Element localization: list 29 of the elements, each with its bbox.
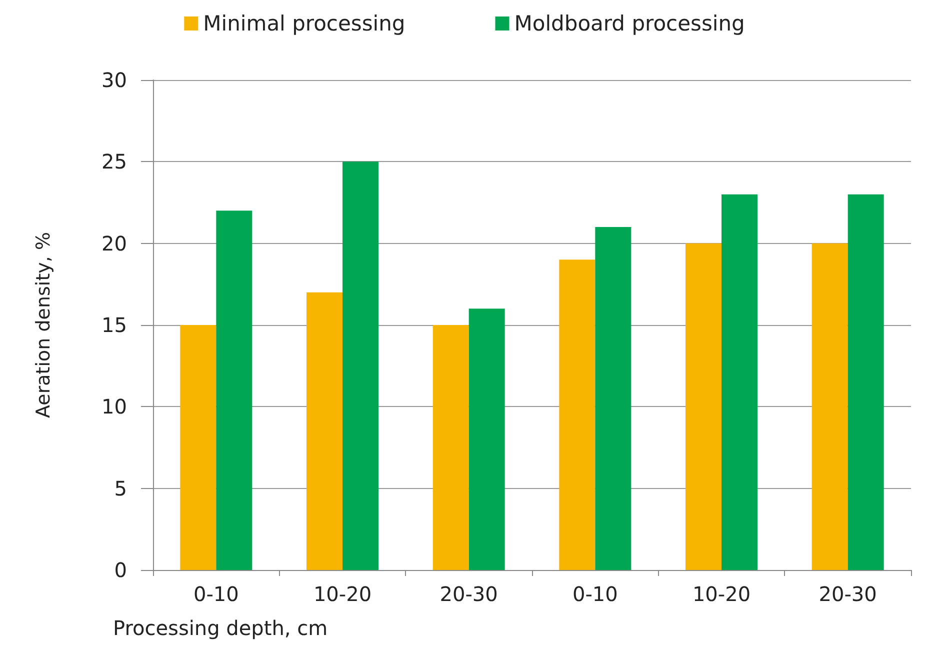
bar bbox=[595, 227, 632, 570]
y-tick-label: 0 bbox=[114, 558, 127, 582]
x-axis-title: Processing depth, cm bbox=[113, 616, 328, 640]
bar bbox=[848, 194, 884, 570]
y-tick-label: 5 bbox=[114, 476, 127, 500]
y-tick-label: 30 bbox=[102, 68, 127, 92]
y-tick-label: 10 bbox=[102, 394, 127, 419]
legend-label: Minimal processing bbox=[203, 12, 406, 36]
y-tick-label: 15 bbox=[102, 313, 127, 337]
x-tick-label: 0-10 bbox=[572, 582, 618, 606]
x-tick-label: 20-30 bbox=[818, 582, 877, 606]
bar bbox=[306, 292, 342, 570]
bar bbox=[180, 325, 216, 570]
x-tick-label: 20-30 bbox=[440, 582, 498, 606]
y-tick-label: 20 bbox=[102, 231, 127, 256]
bar bbox=[468, 308, 505, 570]
x-tick-label: 10-20 bbox=[313, 582, 372, 606]
bar bbox=[722, 194, 758, 570]
legend-label: Moldboard processing bbox=[514, 12, 745, 36]
y-axis-title: Aeration density, % bbox=[32, 232, 54, 418]
bar bbox=[559, 260, 596, 570]
x-tick-label: 0-10 bbox=[193, 582, 239, 606]
bar bbox=[342, 162, 378, 570]
bar bbox=[216, 210, 252, 570]
bar bbox=[686, 243, 722, 570]
y-tick-label: 25 bbox=[102, 150, 127, 174]
bar bbox=[432, 325, 469, 570]
x-tick-label: 10-20 bbox=[692, 582, 751, 606]
bar bbox=[812, 243, 848, 570]
